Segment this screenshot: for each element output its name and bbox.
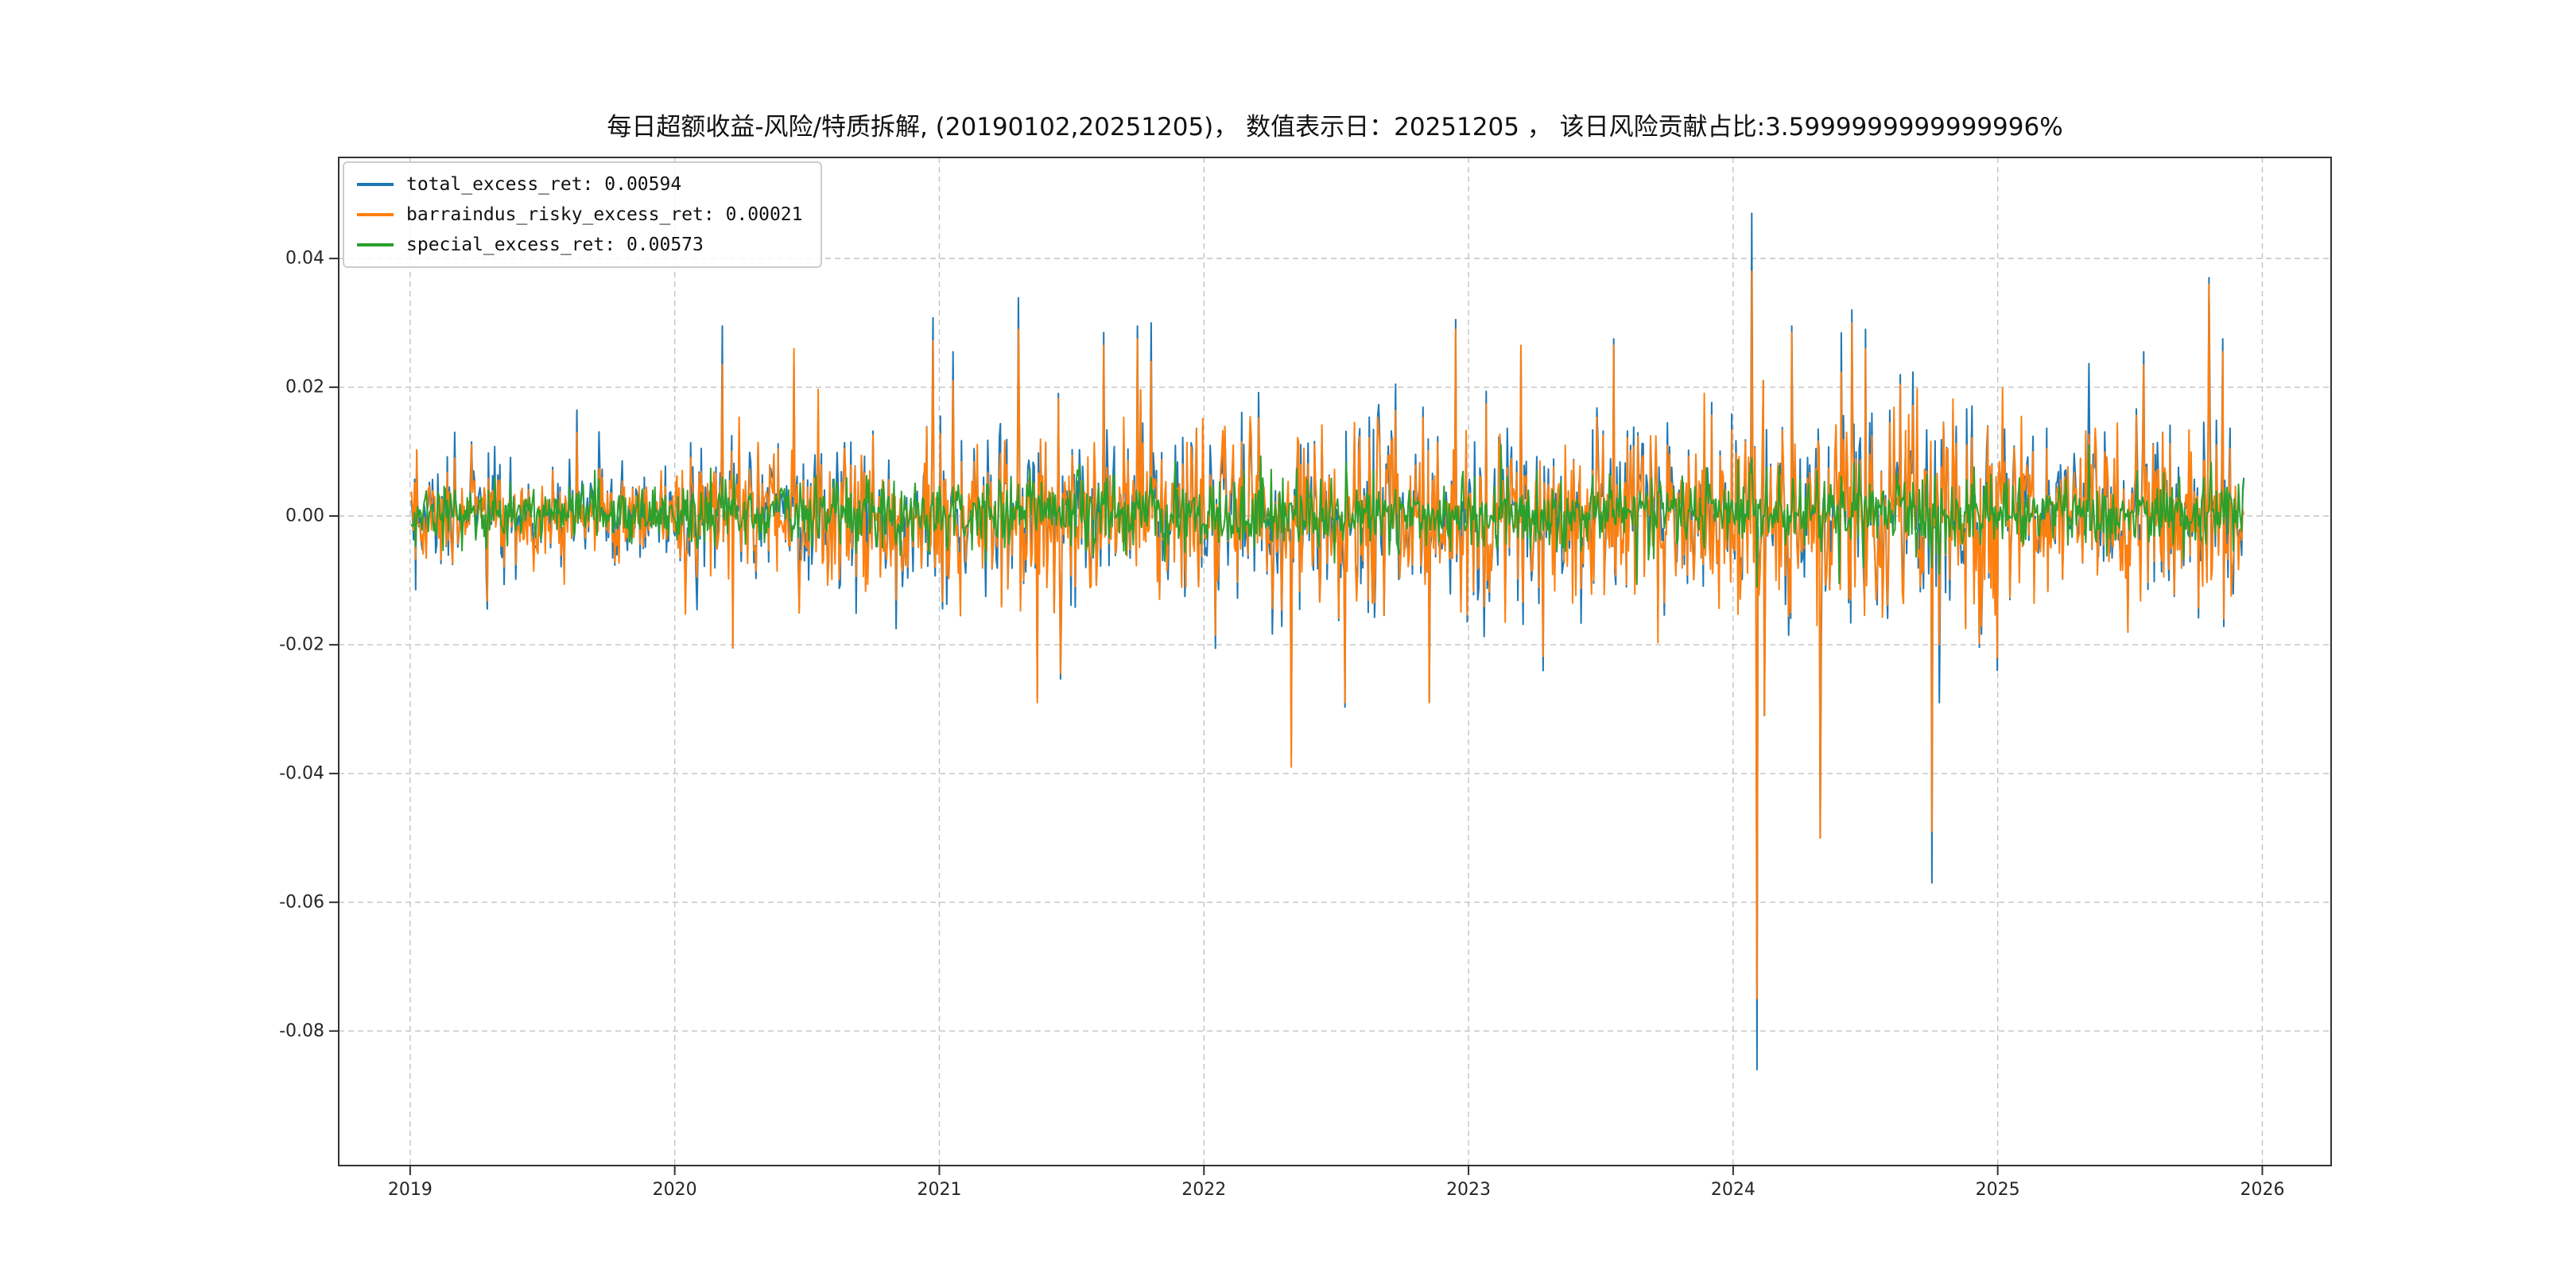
series-line-special xyxy=(410,444,2245,588)
x-tick-label-2026: 2026 xyxy=(2240,1180,2285,1200)
legend-item-total: total_excess_ret: 0.00594 xyxy=(357,174,803,195)
y-tick-label--0.04: -0.04 xyxy=(279,763,324,784)
series-line-risky xyxy=(410,270,2245,1000)
x-tick-label-2020: 2020 xyxy=(652,1180,697,1200)
y-tick-label--0.06: -0.06 xyxy=(279,892,324,913)
x-tick-label-2022: 2022 xyxy=(1181,1180,1227,1200)
y-tick-label-0.00: 0.00 xyxy=(285,506,324,526)
legend-label-special: special_excess_ret: 0.00573 xyxy=(406,235,704,255)
tick-marks xyxy=(329,258,2264,1175)
legend-item-special: special_excess_ret: 0.00573 xyxy=(357,235,803,255)
x-tick-label-2019: 2019 xyxy=(387,1180,433,1200)
legend-line-swatch-total xyxy=(357,183,394,186)
series-group xyxy=(410,212,2245,1071)
y-tick-label-0.02: 0.02 xyxy=(285,377,324,398)
x-tick-label-2025: 2025 xyxy=(1975,1180,2020,1200)
legend-line-swatch-special xyxy=(357,243,394,246)
axes-spines xyxy=(338,157,2332,1166)
chart-title: 每日超额收益-风险/特质拆解, (20190102,20251205)， 数值表… xyxy=(607,113,2063,142)
x-tick-label-2024: 2024 xyxy=(1710,1180,1755,1200)
legend-label-risky: barraindus_risky_excess_ret: 0.00021 xyxy=(406,204,803,225)
legend-item-risky: barraindus_risky_excess_ret: 0.00021 xyxy=(357,204,803,225)
y-tick-label-0.04: 0.04 xyxy=(285,248,324,269)
legend-label-total: total_excess_ret: 0.00594 xyxy=(406,174,682,195)
series-line-total xyxy=(410,212,2245,1071)
grid xyxy=(339,157,2331,1166)
legend: total_excess_ret: 0.00594 barraindus_ris… xyxy=(343,161,822,268)
y-tick-label--0.08: -0.08 xyxy=(279,1021,324,1042)
x-tick-label-2021: 2021 xyxy=(917,1180,962,1200)
y-tick-label--0.02: -0.02 xyxy=(279,634,324,655)
x-tick-label-2023: 2023 xyxy=(1446,1180,1492,1200)
legend-line-swatch-risky xyxy=(357,213,394,216)
